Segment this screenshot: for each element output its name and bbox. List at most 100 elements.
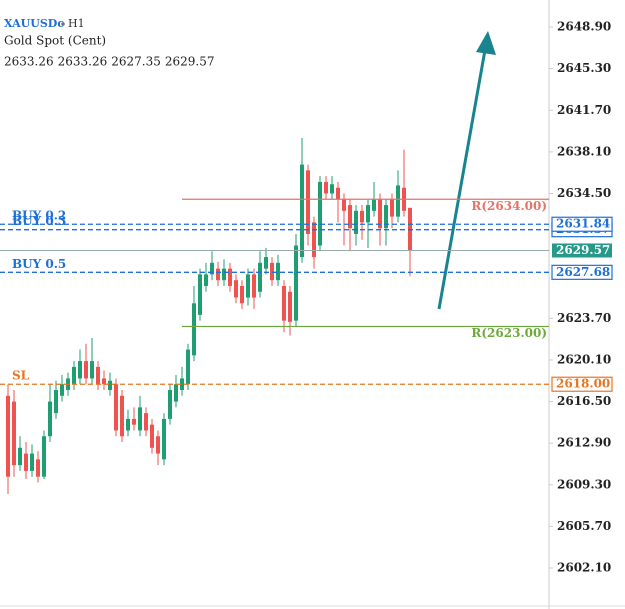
candle-body <box>372 199 376 211</box>
candle-body <box>390 199 394 217</box>
ohlc-value: 2627.35 <box>111 55 161 69</box>
candle-body <box>168 390 172 419</box>
candle-body <box>78 361 82 379</box>
arrow-head <box>476 31 496 55</box>
ohlc-value: 2633.26 <box>4 55 54 69</box>
y-tick-label: 2623.70 <box>557 311 611 325</box>
candle-body <box>84 361 88 379</box>
y-tick-label: 2641.70 <box>557 103 611 117</box>
candle-body <box>270 262 274 281</box>
candle-body <box>384 205 388 229</box>
candle-body <box>60 384 64 396</box>
candle-body <box>114 384 118 431</box>
candle-body <box>54 390 58 414</box>
y-tick-label: 2620.10 <box>557 352 611 366</box>
candle-body <box>144 413 148 431</box>
candle-body <box>186 349 190 385</box>
candle-body <box>306 170 310 234</box>
separator <box>61 22 65 26</box>
ohlc-value: 2629.57 <box>165 55 215 69</box>
arrow <box>437 31 496 310</box>
price-box-label: 2618.00 <box>556 377 610 391</box>
candle-body <box>300 164 304 258</box>
candle-body <box>6 395 10 477</box>
y-tick-label: 2605.70 <box>557 519 611 533</box>
candle-body <box>24 453 28 471</box>
price-box-label: 2627.68 <box>556 265 610 279</box>
candle-body <box>18 447 22 466</box>
y-tick-label: 2634.50 <box>557 186 611 200</box>
y-tick-label: 2602.10 <box>557 561 611 575</box>
level-label: R(2634.00) <box>471 199 547 213</box>
candle-body <box>240 285 244 304</box>
candle-body <box>246 274 250 298</box>
candle-body <box>294 245 298 321</box>
candle-body <box>48 401 52 437</box>
candle-body <box>138 407 142 431</box>
level-label: BUY 0.2 <box>12 209 66 223</box>
candle-body <box>156 436 160 454</box>
candle-body <box>288 291 292 322</box>
candle-body <box>96 366 100 385</box>
price-box <box>551 216 613 232</box>
candle-body <box>132 418 136 425</box>
candle-body <box>324 181 328 194</box>
candle-body <box>162 418 166 460</box>
candle-body <box>354 210 358 234</box>
candle-body <box>258 262 262 292</box>
candle-body <box>264 257 268 269</box>
candle-body <box>228 268 232 286</box>
candle-body <box>102 378 106 385</box>
candle-body <box>72 366 76 385</box>
candle-body <box>312 222 316 258</box>
candle-body <box>348 205 352 229</box>
candle-body <box>222 268 226 281</box>
price-box <box>552 243 612 258</box>
candle-body <box>180 378 184 391</box>
price-box-label: 2629.57 <box>556 243 610 257</box>
price-box <box>551 376 613 392</box>
candle-body <box>198 274 202 315</box>
subtitle: Gold Spot (Cent) <box>4 34 106 48</box>
candle-body <box>174 384 178 402</box>
level-label: SL <box>12 369 30 383</box>
arrow-shaft <box>437 49 487 310</box>
candle-body <box>108 380 112 391</box>
y-tick-label: 2612.90 <box>557 436 611 450</box>
candle-body <box>336 187 340 200</box>
candle-body <box>276 262 280 281</box>
y-tick-label: 2616.50 <box>557 394 611 408</box>
candle-body <box>378 199 382 229</box>
candle-body <box>234 280 238 298</box>
candle-body <box>252 274 256 298</box>
y-tick-label: 2609.30 <box>557 477 611 491</box>
symbol: XAUUSDc <box>4 17 64 30</box>
candle-body <box>360 210 364 223</box>
candle-body <box>30 453 34 471</box>
ohlc-header: 2633.26 2633.26 2627.35 2629.57 <box>4 55 215 69</box>
candle-body <box>36 459 40 477</box>
candle-body <box>150 424 154 448</box>
candle-body <box>210 262 214 275</box>
candle-body <box>90 361 94 379</box>
candle-body <box>216 268 220 281</box>
price-box <box>551 264 613 280</box>
candle-body <box>42 436 46 477</box>
candle-body <box>120 395 124 437</box>
level-label: BUY 0.5 <box>12 257 66 271</box>
price-box-label: 2631.84 <box>556 217 610 231</box>
candle-body <box>204 274 208 286</box>
y-tick-label: 2648.90 <box>557 20 611 34</box>
candle-body <box>318 181 322 246</box>
candle-body <box>192 303 196 356</box>
y-tick-label: 2645.30 <box>557 61 611 75</box>
candle-body <box>366 205 370 223</box>
candle-body <box>282 285 286 321</box>
candle-body <box>126 418 130 431</box>
timeframe: H1 <box>68 17 85 30</box>
candle-body <box>342 199 346 211</box>
level-label: R(2623.00) <box>471 326 547 340</box>
candle-body <box>330 184 334 194</box>
